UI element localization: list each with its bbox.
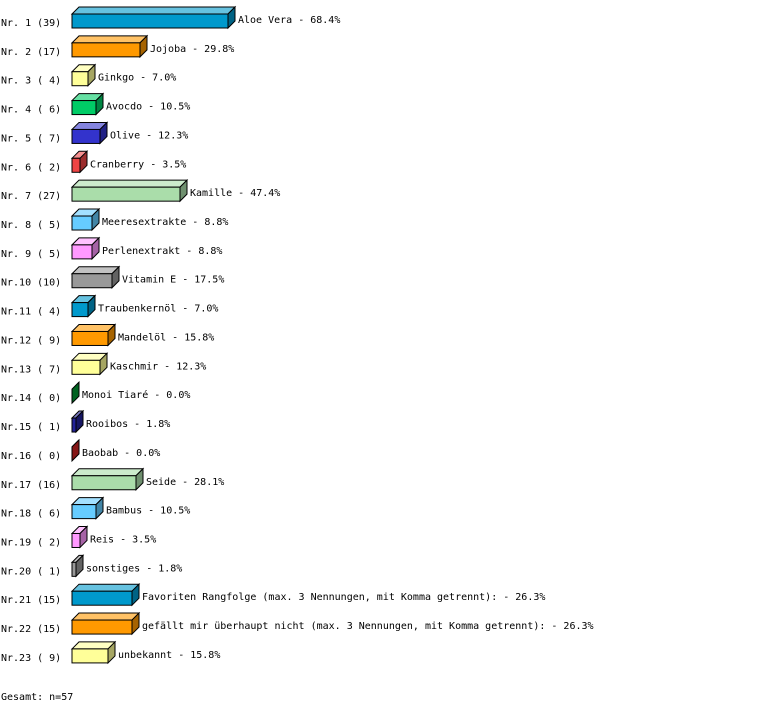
rank-label: Nr. 9 ( 5): [1, 249, 61, 260]
bar: [71, 244, 93, 260]
bar-top: [70, 35, 149, 44]
rank-label: Nr. 5 ( 7): [1, 133, 61, 144]
bar: [71, 504, 97, 520]
bar-top: [70, 179, 189, 188]
bar-value-label: Baobab - 0.0%: [82, 448, 160, 459]
bar-side: [71, 438, 80, 463]
bar: [71, 128, 101, 144]
bar-value-label: Olive - 12.3%: [110, 130, 188, 141]
bar-top: [70, 6, 237, 15]
rank-label: Nr.13 ( 7): [1, 364, 61, 375]
bar-value-label: Perlenextrakt - 8.8%: [102, 246, 222, 257]
bar: [71, 359, 101, 375]
bar-value-label: Ginkgo - 7.0%: [98, 73, 176, 84]
rank-label: Nr.16 ( 0): [1, 451, 61, 462]
bar: [71, 215, 93, 231]
bar-value-label: unbekannt - 15.8%: [118, 650, 220, 661]
rank-label: Nr. 6 ( 2): [1, 162, 61, 173]
bar-value-label: gefällt mir überhaupt nicht (max. 3 Nenn…: [142, 621, 594, 632]
bar: [71, 475, 137, 491]
total-footer: Gesamt: n=57: [1, 692, 74, 703]
bar: [71, 100, 97, 116]
rank-label: Nr.18 ( 6): [1, 509, 61, 520]
bar-value-label: Aloe Vera - 68.4%: [238, 15, 340, 26]
bar: [71, 619, 133, 635]
bar-value-label: Reis - 3.5%: [90, 534, 156, 545]
bar-top: [70, 583, 141, 592]
rank-label: Nr.11 ( 4): [1, 307, 61, 318]
rank-label: Nr.23 ( 9): [1, 653, 61, 664]
bar: [71, 42, 141, 58]
bar: [71, 302, 89, 318]
bar: [71, 561, 77, 577]
bar: [71, 590, 133, 606]
rank-label: Nr. 2 (17): [1, 47, 61, 58]
bar: [71, 157, 81, 173]
bar-value-label: Avocdo - 10.5%: [106, 102, 190, 113]
bar-top: [70, 266, 121, 275]
rank-label: Nr.17 (16): [1, 480, 61, 491]
bar-value-label: Kaschmir - 12.3%: [110, 361, 206, 372]
bar-value-label: Seide - 28.1%: [146, 477, 224, 488]
rank-label: Nr. 3 ( 4): [1, 76, 61, 87]
bar-value-label: Traubenkernöl - 7.0%: [98, 304, 218, 315]
rank-label: Nr. 4 ( 6): [1, 105, 61, 116]
bar: [71, 71, 89, 87]
rank-label: Nr. 8 ( 5): [1, 220, 61, 231]
rank-label: Nr.12 ( 9): [1, 335, 61, 346]
bar: [71, 13, 229, 29]
bar-value-label: Meeresextrakte - 8.8%: [102, 217, 228, 228]
rank-label: Nr. 1 (39): [1, 18, 61, 29]
bar: [71, 273, 113, 289]
bar: [71, 186, 181, 202]
bar-top: [70, 612, 141, 621]
bar-value-label: Bambus - 10.5%: [106, 506, 190, 517]
rank-label: Nr.15 ( 1): [1, 422, 61, 433]
bar-value-label: Favoriten Rangfolge (max. 3 Nennungen, m…: [142, 592, 545, 603]
bar: [71, 532, 81, 548]
bar-value-label: Rooibos - 1.8%: [86, 419, 170, 430]
rank-label: Nr.14 ( 0): [1, 393, 61, 404]
rank-label: Nr.20 ( 1): [1, 566, 61, 577]
bar-value-label: Mandelöl - 15.8%: [118, 332, 214, 343]
bar-value-label: Cranberry - 3.5%: [90, 159, 186, 170]
bar-value-label: sonstiges - 1.8%: [86, 563, 182, 574]
rank-label: Nr. 7 (27): [1, 191, 61, 202]
bar-value-label: Kamille - 47.4%: [190, 188, 280, 199]
rank-label: Nr.10 (10): [1, 278, 61, 289]
rank-label: Nr.22 (15): [1, 624, 61, 635]
bar: [71, 648, 109, 664]
bar-value-label: Jojoba - 29.8%: [150, 44, 234, 55]
rank-label: Nr.21 (15): [1, 595, 61, 606]
rank-label: Nr.19 ( 2): [1, 537, 61, 548]
bar-value-label: Monoi Tiaré - 0.0%: [82, 389, 190, 401]
bar-top: [70, 468, 145, 477]
bar-value-label: Vitamin E - 17.5%: [122, 275, 224, 286]
bar: [71, 330, 109, 346]
bar-side: [71, 380, 80, 405]
bar: [71, 417, 77, 433]
